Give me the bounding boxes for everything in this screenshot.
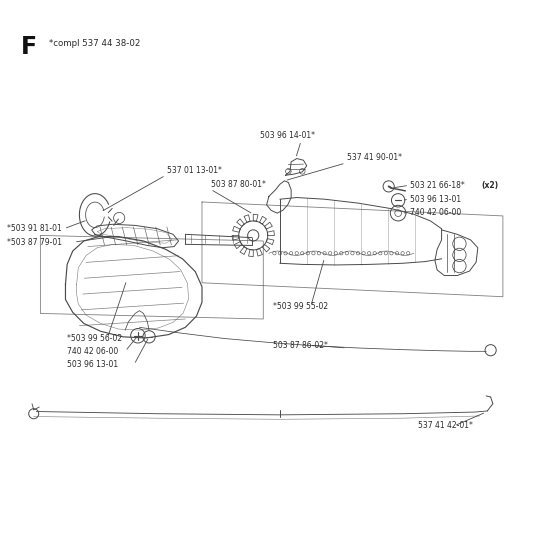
- Text: 537 01 13-01*: 537 01 13-01*: [167, 166, 222, 175]
- Text: *503 87 79-01: *503 87 79-01: [7, 237, 62, 246]
- Text: F: F: [21, 35, 37, 59]
- Text: *compl 537 44 38-02: *compl 537 44 38-02: [49, 39, 140, 48]
- Text: 503 96 13-01: 503 96 13-01: [67, 360, 118, 369]
- Text: *503 99 56-02: *503 99 56-02: [67, 334, 122, 343]
- Text: 740 42 06-00: 740 42 06-00: [67, 347, 118, 356]
- Text: 503 21 66-18*: 503 21 66-18*: [410, 181, 465, 190]
- Text: 537 41 42-01*: 537 41 42-01*: [418, 422, 473, 431]
- Text: 503 87 86-02*: 503 87 86-02*: [273, 340, 328, 349]
- Text: 503 96 13-01: 503 96 13-01: [410, 195, 461, 204]
- Text: 740 42 06-00: 740 42 06-00: [410, 208, 461, 217]
- Text: *503 91 81-01: *503 91 81-01: [7, 224, 62, 233]
- Text: (x2): (x2): [482, 181, 499, 190]
- Text: *503 99 55-02: *503 99 55-02: [273, 302, 328, 311]
- Text: 503 96 14-01*: 503 96 14-01*: [260, 130, 315, 139]
- Text: 537 41 90-01*: 537 41 90-01*: [347, 153, 402, 162]
- Text: 503 87 80-01*: 503 87 80-01*: [212, 180, 267, 189]
